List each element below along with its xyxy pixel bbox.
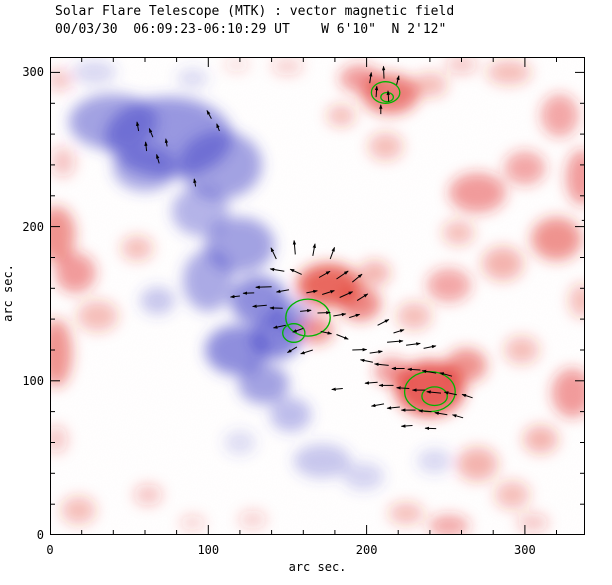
y-tick-label: 300: [22, 65, 44, 80]
axes-frame: [50, 57, 585, 535]
vectors: [136, 65, 585, 431]
x-tick-label: 200: [355, 543, 378, 557]
y-tick-label: 0: [36, 528, 44, 542]
y-tick-label: 100: [22, 373, 44, 388]
chart-title: Solar Flare Telescope (MTK) : vector mag…: [55, 4, 455, 19]
x-tick-label: 0: [46, 543, 54, 557]
x-tick-label: 100: [197, 543, 220, 557]
chart-subtitle: 00/03/30 06:09:23-06:10:29 UT W 6'10" N …: [55, 22, 447, 37]
magnetogram: [50, 57, 585, 535]
x-axis-label: arc sec.: [288, 560, 347, 574]
y-axis-label: arc sec.: [1, 264, 15, 322]
x-tick-label: 300: [514, 543, 536, 557]
plot-area: [50, 57, 585, 535]
y-tick-label: 200: [22, 219, 44, 234]
